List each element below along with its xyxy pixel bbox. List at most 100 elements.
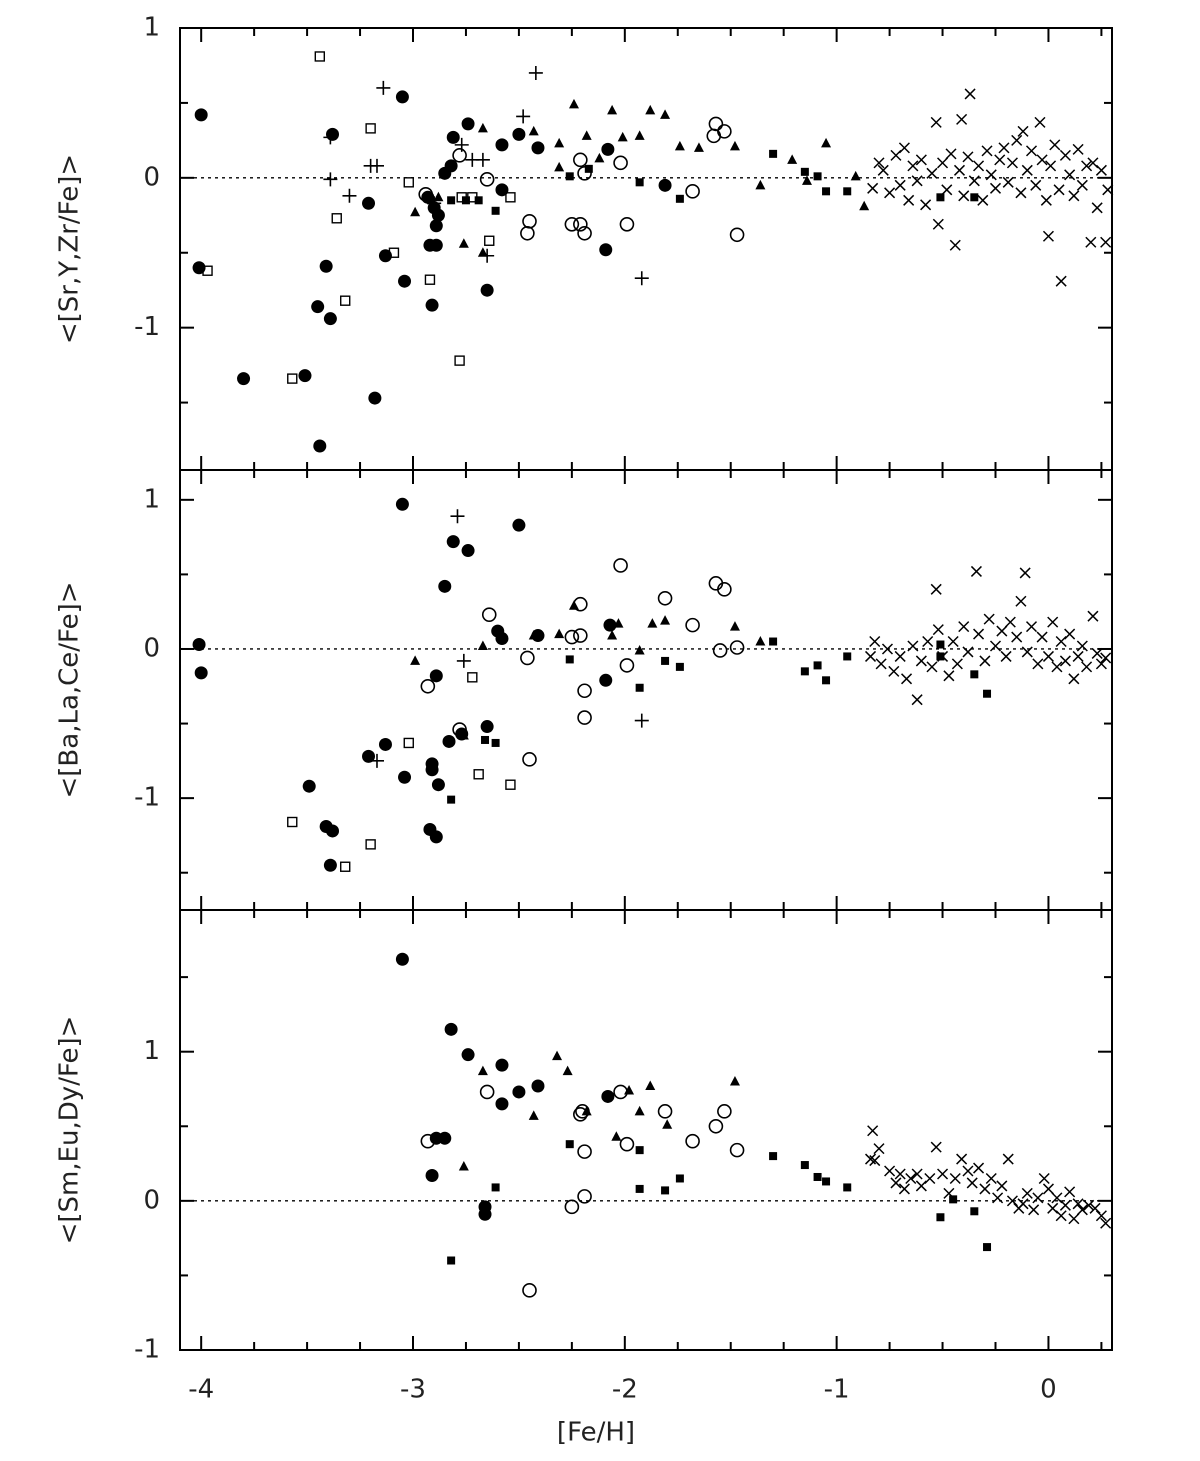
point <box>985 1172 997 1185</box>
point <box>894 179 906 191</box>
point <box>1034 116 1046 128</box>
point <box>495 632 509 646</box>
point <box>624 1084 635 1095</box>
point <box>864 1153 877 1165</box>
point <box>769 637 778 646</box>
series <box>287 672 516 872</box>
point <box>729 140 740 151</box>
point <box>1064 628 1076 640</box>
point <box>495 138 509 152</box>
x-tick-label: -4 <box>188 1375 214 1405</box>
series <box>323 65 649 286</box>
point <box>901 673 913 685</box>
point <box>662 1119 673 1129</box>
point <box>425 1168 439 1182</box>
point <box>962 1165 974 1177</box>
point <box>452 148 467 163</box>
point <box>973 1162 985 1174</box>
point <box>937 650 949 662</box>
point <box>340 295 351 306</box>
point <box>362 749 376 763</box>
point <box>311 300 325 314</box>
point <box>1076 179 1088 191</box>
point <box>800 1161 809 1170</box>
point <box>480 248 495 263</box>
point <box>395 952 409 966</box>
point <box>717 582 732 597</box>
point <box>675 662 684 671</box>
point <box>941 184 953 196</box>
point <box>936 193 945 202</box>
point <box>843 1183 852 1192</box>
point <box>1072 650 1084 662</box>
point <box>850 170 861 181</box>
point <box>613 618 624 628</box>
point <box>403 177 414 188</box>
point <box>1064 1186 1076 1198</box>
point <box>1051 661 1063 673</box>
panel: -1 0 1 -4 -3 -2 -1 0 <[Sm,Eu,Dy/Fe]> [Fe/H] <box>55 909 1113 1448</box>
point <box>512 127 526 141</box>
point <box>920 199 932 211</box>
point <box>645 104 656 115</box>
point <box>601 1089 615 1103</box>
point <box>1045 160 1057 172</box>
point <box>1059 149 1071 161</box>
point <box>800 667 809 676</box>
point <box>481 735 490 744</box>
point <box>450 509 465 524</box>
y-tick-label: 0 <box>143 633 160 663</box>
point <box>708 116 724 132</box>
point <box>362 196 376 210</box>
point <box>924 1172 936 1185</box>
point <box>873 157 885 169</box>
point <box>425 298 439 312</box>
point <box>947 635 959 648</box>
point <box>926 167 938 179</box>
point <box>930 116 942 128</box>
point <box>313 439 327 453</box>
point <box>202 265 213 276</box>
point <box>1089 1202 1101 1214</box>
point <box>787 154 798 164</box>
point <box>1000 650 1012 662</box>
point <box>619 658 635 673</box>
point <box>983 613 995 625</box>
point <box>693 142 704 152</box>
point <box>973 160 985 172</box>
point <box>613 1084 628 1100</box>
point <box>1076 1204 1088 1216</box>
point <box>446 535 460 549</box>
point <box>898 142 910 154</box>
series <box>867 88 1114 287</box>
point <box>911 694 923 706</box>
point <box>438 579 452 593</box>
point <box>410 655 421 665</box>
point <box>194 108 208 122</box>
point <box>1085 236 1097 248</box>
point <box>985 169 997 181</box>
point <box>342 188 357 203</box>
series <box>410 600 766 740</box>
point <box>1081 661 1093 673</box>
point <box>1042 1183 1054 1195</box>
point <box>930 1141 942 1153</box>
point <box>425 763 439 777</box>
point <box>619 216 635 232</box>
point <box>1021 164 1033 176</box>
point <box>981 145 993 157</box>
point <box>905 1172 917 1185</box>
point <box>429 830 443 844</box>
point <box>388 247 400 258</box>
point <box>319 259 333 273</box>
point <box>989 182 1002 194</box>
point <box>577 225 592 241</box>
point <box>1006 157 1018 169</box>
point <box>458 1161 469 1171</box>
point <box>477 247 488 257</box>
point <box>491 1183 500 1192</box>
point <box>577 1144 592 1159</box>
point <box>403 737 414 749</box>
point <box>685 184 700 199</box>
